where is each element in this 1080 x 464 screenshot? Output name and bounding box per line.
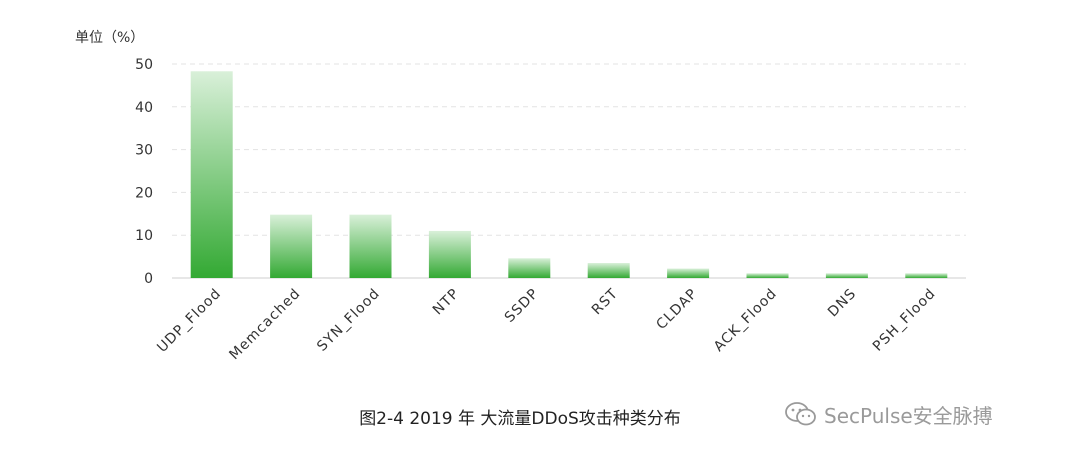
y-tick-label: 0 <box>144 271 153 287</box>
wechat-icon <box>784 400 818 428</box>
bar-rst <box>587 263 630 278</box>
x-axis-labels: UDP_Flood Memcached SYN_Flood NTP SSDP RST CLD… <box>154 286 939 364</box>
x-tick-label: CLDAP <box>653 286 700 333</box>
watermark-text: SecPulse安全脉搏 <box>824 403 993 428</box>
x-tick-label: DNS <box>825 286 860 321</box>
y-tick-label: 30 <box>135 143 153 159</box>
bar-udp-flood <box>190 71 233 278</box>
watermark: SecPulse安全脉搏 <box>784 399 993 429</box>
x-tick-label: RST <box>589 286 622 319</box>
x-tick-label: ACK_Flood <box>711 286 780 355</box>
bar-syn-flood <box>349 214 392 278</box>
bar-memcached <box>270 214 313 278</box>
bars <box>190 71 948 278</box>
y-tick-label: 20 <box>135 185 153 201</box>
y-tick-label: 50 <box>135 57 153 73</box>
bar-psh-flood <box>905 273 948 278</box>
x-tick-label: SSDP <box>502 286 542 326</box>
bar-ack-flood <box>746 273 789 278</box>
x-tick-label: NTP <box>430 286 463 319</box>
x-tick-label: Memcached <box>226 286 304 364</box>
x-tick-label: UDP_Flood <box>154 286 224 356</box>
bar-dns <box>825 273 868 278</box>
figure-caption: 图2-4 2019 年 大流量DDoS攻击种类分布 <box>359 409 681 429</box>
y-tick-label: 40 <box>135 100 153 116</box>
x-tick-label: PSH_Flood <box>870 286 939 355</box>
x-tick-label: SYN_Flood <box>314 286 383 355</box>
bar-ntp <box>428 230 471 278</box>
y-tick-label: 10 <box>135 228 153 244</box>
y-axis-unit-label: 单位（%） <box>75 30 144 46</box>
bar-ssdp <box>508 258 551 278</box>
bar-cldap <box>667 268 710 278</box>
y-axis-ticks: 0 10 20 30 40 50 <box>135 57 153 287</box>
